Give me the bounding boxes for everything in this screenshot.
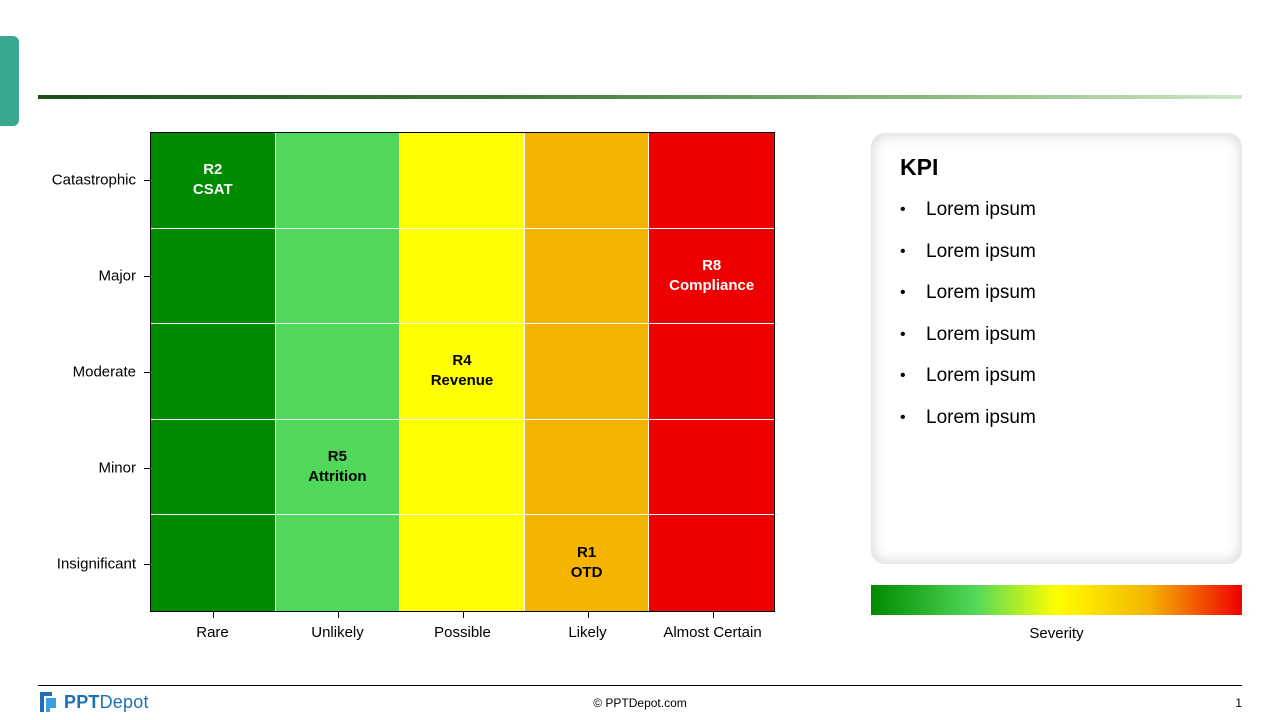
matrix-cell-major-possible [400, 228, 525, 325]
bullet-icon: • [900, 367, 906, 385]
matrix-cell-major-almost-certain: R8 Compliance [649, 228, 774, 325]
matrix-cell-catastrophic-likely [524, 133, 650, 229]
matrix-cell-minor-possible [400, 419, 525, 516]
severity-gradient-bar [871, 585, 1242, 615]
kpi-list-item: • Lorem ipsum [900, 406, 1036, 448]
matrix-cell-insignificant-possible [400, 515, 525, 611]
y-tick-major [144, 276, 150, 277]
logo-text-light: Depot [99, 691, 149, 712]
y-tick-label-insignificant: Insignificant [56, 555, 136, 573]
y-tick-catastrophic [144, 180, 150, 181]
matrix-cell-moderate-unlikely [275, 324, 401, 420]
x-tick-label-likely: Likely [568, 624, 607, 641]
matrix-cell-insignificant-rare [151, 515, 276, 611]
kpi-list: • Lorem ipsum • Lorem ipsum • Lorem ipsum • Lor… [900, 198, 1036, 448]
severity-label: Severity [1029, 625, 1084, 642]
risk-point-r1: R1 OTD [570, 544, 603, 582]
y-tick-label-major: Major [98, 267, 136, 285]
x-tick-label-rare: Rare [196, 624, 229, 641]
kpi-list-item: • Lorem ipsum [900, 323, 1036, 365]
kpi-panel: KPI • Lorem ipsum • Lorem ipsum • Lorem ipsum… [871, 133, 1242, 564]
kpi-list-item: • Lorem ipsum [900, 240, 1036, 282]
matrix-cell-moderate-rare [151, 324, 276, 420]
matrix-cell-catastrophic-rare: R2 CSAT [151, 133, 276, 229]
x-tick-label-unlikely: Unlikely [311, 624, 364, 641]
matrix-cell-major-rare [151, 228, 276, 325]
kpi-item-text: Lorem ipsum [926, 406, 1036, 428]
matrix-cell-minor-almost-certain [649, 419, 774, 516]
matrix-cell-moderate-possible: R4 Revenue [400, 324, 525, 420]
y-tick-moderate [144, 372, 150, 373]
y-tick-label-moderate: Moderate [72, 363, 136, 381]
matrix-cell-insignificant-unlikely [275, 515, 401, 611]
matrix-cell-minor-likely [524, 419, 650, 516]
accent-tab [0, 36, 19, 126]
header-divider [38, 95, 1242, 99]
risk-point-r8: R8 Compliance [669, 256, 755, 294]
x-tick-rare [212, 612, 214, 618]
x-tick-possible [462, 612, 464, 618]
y-tick-insignificant [144, 564, 150, 565]
page-number: 1 [1235, 696, 1242, 710]
x-tick-label-possible: Possible [434, 624, 491, 641]
logo-text: PPTDepot [64, 692, 149, 713]
bullet-icon: • [900, 284, 906, 302]
matrix-cell-catastrophic-possible [400, 133, 525, 229]
bullet-icon: • [900, 408, 906, 426]
y-tick-label-minor: Minor [98, 459, 136, 477]
matrix-cell-catastrophic-unlikely [275, 133, 401, 229]
matrix-cell-insignificant-likely: R1 OTD [524, 515, 650, 611]
risk-matrix: R2 CSAT R8 Compliance R4 Revenue R5 Attriti… [150, 132, 775, 612]
kpi-list-item: • Lorem ipsum [900, 198, 1036, 240]
matrix-cell-major-unlikely [275, 228, 401, 325]
x-tick-almost-certain [712, 612, 714, 618]
risk-point-r4: R4 Revenue [430, 352, 494, 390]
x-tick-label-almost-certain: Almost Certain [663, 624, 762, 641]
kpi-title: KPI [900, 154, 939, 180]
copyright-text: © PPTDepot.com [593, 696, 687, 710]
footer-divider [38, 685, 1242, 686]
pptdepot-logo-icon [40, 692, 56, 712]
pptdepot-logo: PPTDepot [38, 690, 149, 714]
kpi-item-text: Lorem ipsum [926, 240, 1036, 262]
matrix-cell-minor-rare [151, 419, 276, 516]
kpi-item-text: Lorem ipsum [926, 365, 1036, 387]
matrix-cell-moderate-almost-certain [649, 324, 774, 420]
logo-text-bold: PPT [64, 691, 100, 712]
risk-point-r5: R5 Attrition [308, 448, 367, 486]
kpi-item-text: Lorem ipsum [926, 282, 1036, 304]
matrix-cell-minor-unlikely: R5 Attrition [275, 419, 401, 516]
bullet-icon: • [900, 325, 906, 343]
x-tick-unlikely [337, 612, 339, 618]
matrix-cell-insignificant-almost-certain [649, 515, 774, 611]
x-tick-likely [587, 612, 589, 618]
kpi-item-text: Lorem ipsum [926, 199, 1036, 220]
risk-point-r2: R2 CSAT [192, 161, 233, 199]
matrix-cell-moderate-likely [524, 324, 650, 420]
matrix-cell-catastrophic-almost-certain [649, 133, 774, 229]
kpi-list-item: • Lorem ipsum [900, 281, 1036, 323]
kpi-item-text: Lorem ipsum [926, 323, 1036, 345]
y-tick-label-catastrophic: Catastrophic [51, 171, 136, 189]
bullet-icon: • [900, 242, 906, 260]
kpi-list-item: • Lorem ipsum [900, 364, 1036, 406]
bullet-icon: • [900, 201, 906, 218]
y-tick-minor [144, 468, 150, 469]
matrix-cell-major-likely [524, 228, 650, 325]
